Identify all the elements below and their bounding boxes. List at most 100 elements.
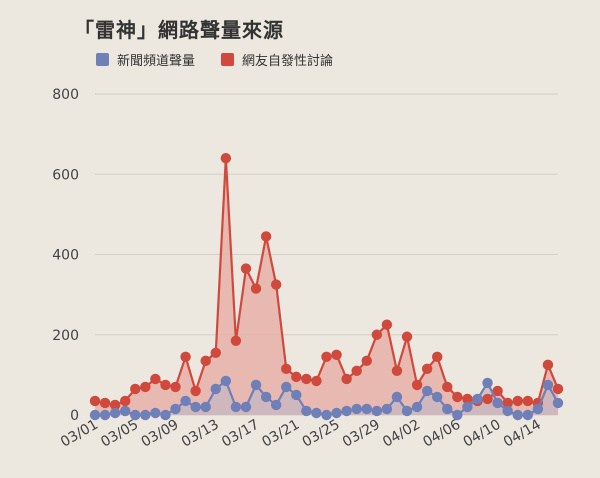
point-news [301, 405, 312, 417]
point-netizen [301, 373, 312, 385]
point-netizen [119, 395, 131, 407]
point-news [401, 405, 413, 417]
point-netizen [321, 351, 332, 363]
point-news [391, 391, 403, 403]
point-news [502, 405, 513, 417]
point-news [291, 389, 302, 401]
point-netizen [220, 153, 232, 164]
legend-item-news: 新聞頻道聲量 [96, 50, 195, 69]
point-news [532, 403, 544, 415]
x-tick-label: 03/13 [179, 417, 222, 451]
point-netizen [250, 283, 262, 294]
point-news [270, 399, 282, 411]
point-netizen [270, 279, 282, 290]
point-netizen [381, 319, 393, 330]
point-news [260, 391, 272, 403]
point-netizen [361, 355, 372, 367]
x-tick-label: 03/17 [219, 417, 262, 451]
point-news [482, 377, 493, 389]
point-netizen [160, 379, 171, 391]
point-netizen [89, 395, 101, 407]
point-news [240, 401, 252, 413]
point-news [119, 405, 131, 417]
point-news [522, 409, 534, 421]
point-news [180, 395, 191, 407]
point-netizen [99, 397, 111, 409]
y-tick-label: 400 [52, 248, 79, 264]
legend-label-netizen: 網友自發性討論 [242, 54, 334, 69]
point-news [200, 401, 211, 413]
point-netizen [452, 391, 463, 403]
point-netizen [180, 351, 191, 363]
point-news [311, 407, 322, 419]
point-news [160, 409, 171, 421]
x-tick-label: 03/01 [58, 417, 101, 451]
point-netizen [401, 331, 413, 342]
x-tick-label: 04/10 [461, 417, 504, 451]
point-netizen [482, 393, 493, 405]
point-news [89, 409, 101, 421]
point-news [472, 393, 483, 405]
point-netizen [371, 329, 383, 340]
point-news [512, 409, 523, 421]
point-news [341, 405, 352, 417]
x-tick-label: 03/21 [259, 417, 302, 451]
point-news [99, 409, 111, 421]
point-netizen [281, 363, 292, 375]
point-news [492, 397, 503, 409]
point-news [170, 403, 181, 415]
chart-title: 「雷神」網路聲量來源 [74, 18, 284, 42]
point-netizen [150, 373, 161, 385]
point-netizen [432, 351, 443, 363]
point-news [552, 397, 564, 409]
point-news [452, 409, 463, 421]
point-netizen [291, 371, 302, 383]
point-news [130, 409, 141, 421]
point-netizen [351, 365, 362, 377]
point-news [250, 379, 262, 391]
legend-swatch-netizen [221, 53, 235, 66]
point-netizen [190, 385, 201, 397]
point-news [371, 405, 383, 417]
point-news [542, 379, 554, 391]
point-news [230, 401, 242, 413]
point-netizen [240, 263, 252, 274]
y-tick-label: 600 [52, 167, 79, 183]
point-netizen [492, 385, 503, 397]
x-tick-label: 04/06 [420, 417, 463, 451]
point-netizen [411, 379, 423, 391]
point-netizen [341, 373, 352, 385]
point-news [351, 403, 362, 415]
point-news [281, 381, 292, 393]
point-news [381, 403, 393, 415]
point-news [190, 401, 201, 413]
point-netizen [130, 383, 141, 395]
legend-swatch-news [96, 53, 109, 66]
point-news [140, 409, 151, 421]
point-news [109, 407, 121, 419]
area-netizen [95, 158, 558, 415]
point-news [462, 401, 473, 413]
x-tick-label: 03/05 [98, 417, 141, 451]
point-netizen [331, 349, 342, 361]
point-netizen [109, 399, 121, 411]
point-news [220, 375, 232, 387]
point-netizen [140, 381, 151, 393]
point-netizen [552, 383, 564, 395]
point-netizen [200, 355, 211, 367]
point-netizen [502, 397, 513, 409]
x-tick-label: 03/09 [139, 417, 182, 451]
point-netizen [421, 363, 433, 375]
x-tick-label: 04/02 [380, 417, 423, 451]
point-news [321, 409, 332, 421]
point-netizen [260, 231, 272, 242]
point-news [210, 383, 221, 395]
point-netizen [170, 381, 181, 393]
x-tick-label: 03/25 [300, 417, 343, 451]
y-tick-label: 800 [52, 87, 79, 103]
point-netizen [210, 347, 221, 359]
point-netizen [442, 381, 453, 393]
point-news [331, 407, 342, 419]
point-netizen [230, 335, 242, 346]
